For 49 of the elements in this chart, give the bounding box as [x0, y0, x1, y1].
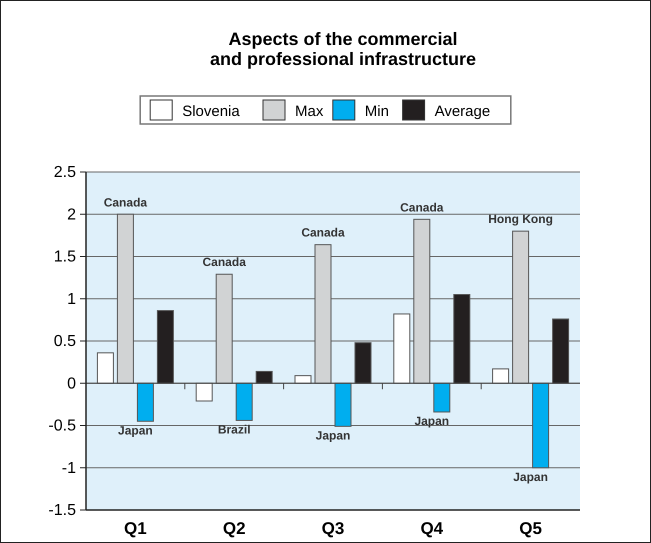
y-tick-label: -1.5 — [48, 502, 76, 519]
bar — [354, 342, 372, 384]
bar — [393, 313, 410, 384]
annotation: Japan — [118, 423, 153, 438]
bar — [256, 370, 273, 384]
bar — [96, 352, 114, 384]
legend-label: Slovenia — [182, 103, 240, 120]
annotation: Canada — [301, 226, 345, 240]
bar — [532, 382, 550, 468]
bar — [236, 382, 253, 421]
bar — [156, 310, 174, 384]
legend-label: Average — [434, 103, 490, 120]
y-tick-label: -1 — [62, 460, 76, 477]
annotation: Canada — [202, 255, 246, 270]
bar — [116, 214, 134, 384]
annotation: Canada — [400, 200, 444, 214]
bar — [334, 382, 352, 427]
y-tick-label: 0.5 — [54, 333, 76, 350]
bar — [433, 382, 450, 412]
legend-label: Min — [364, 103, 389, 120]
annotation: Brazil — [218, 422, 251, 436]
bar — [294, 375, 312, 384]
bar — [413, 218, 430, 384]
bar — [314, 244, 332, 384]
bar — [512, 230, 530, 384]
bar — [552, 318, 570, 384]
y-tick-label: 1 — [67, 290, 76, 308]
chart-title: Aspects of the commercial and professional infrastructure — [210, 29, 476, 69]
annotation: Japan — [414, 414, 450, 428]
x-tick-label: Q1 — [124, 519, 147, 538]
bar — [216, 274, 233, 384]
annotation: Canada — [104, 195, 148, 210]
annotation: Hong Kong — [488, 212, 553, 226]
y-tick-label: 1.5 — [54, 248, 76, 266]
bar — [492, 368, 510, 384]
bar — [453, 294, 470, 384]
y-tick-label: 2.5 — [54, 164, 76, 181]
annotation: Japan — [513, 470, 548, 484]
annotation: Japan — [316, 428, 350, 442]
y-tick-label: 0 — [67, 375, 76, 392]
y-tick-label: -0.5 — [48, 418, 76, 434]
bar — [196, 382, 213, 402]
x-tick-label: Q5 — [519, 519, 542, 538]
x-tick-label: Q2 — [222, 519, 246, 538]
x-tick-label: Q3 — [322, 519, 344, 538]
y-tick-label: 2 — [67, 206, 76, 224]
legend-label: Max — [295, 103, 324, 120]
x-tick-label: Q4 — [420, 519, 444, 538]
bar — [136, 382, 154, 422]
